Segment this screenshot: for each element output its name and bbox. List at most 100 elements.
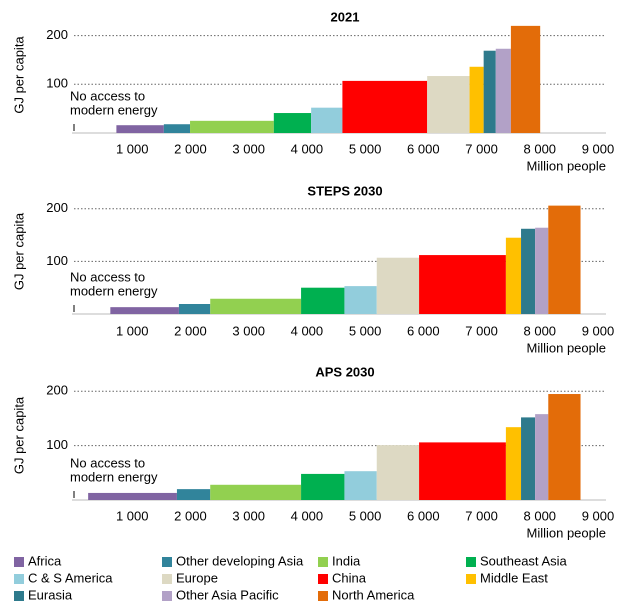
chart-title: STEPS 2030 <box>307 183 382 198</box>
bar <box>535 227 549 314</box>
x-tick-label: 5 000 <box>349 141 382 156</box>
annotation: modern energy <box>70 469 158 484</box>
x-axis-label: Million people <box>527 340 607 355</box>
bar <box>311 107 343 133</box>
bar <box>419 255 506 314</box>
bar <box>521 228 536 314</box>
bar <box>469 66 484 133</box>
legend-label: Eurasia <box>28 587 73 602</box>
x-tick-label: 8 000 <box>524 323 557 338</box>
chart-title: APS 2030 <box>315 364 374 379</box>
y-tick-label: 200 <box>46 200 68 215</box>
x-tick-label: 3 000 <box>232 508 265 523</box>
x-tick-label: 9 000 <box>582 323 615 338</box>
x-tick-label: 4 000 <box>291 508 324 523</box>
legend-label: Southeast Asia <box>480 553 567 568</box>
x-tick-label: 7 000 <box>465 323 498 338</box>
legend-swatch <box>318 557 328 567</box>
legend-label: C & S America <box>28 570 113 585</box>
y-tick-label: 100 <box>46 76 68 91</box>
x-tick-label: 7 000 <box>465 141 498 156</box>
x-tick-label: 1 000 <box>116 141 149 156</box>
annotation: No access to <box>70 269 145 284</box>
bar <box>427 76 470 133</box>
bar <box>210 298 302 314</box>
bar <box>505 427 522 500</box>
legend-label: North America <box>332 587 415 602</box>
bar <box>483 50 496 134</box>
bar <box>376 445 420 500</box>
legend-label: Africa <box>28 553 62 568</box>
x-tick-label: 3 000 <box>232 141 265 156</box>
x-tick-label: 5 000 <box>349 508 382 523</box>
chart-title: 2021 <box>331 9 360 24</box>
bar <box>301 287 345 314</box>
x-tick-label: 3 000 <box>232 323 265 338</box>
annotation: No access to <box>70 88 145 103</box>
x-tick-label: 2 000 <box>174 508 207 523</box>
bar <box>190 120 274 133</box>
legend-swatch <box>14 574 24 584</box>
bar <box>510 25 541 133</box>
y-tick-label: 100 <box>46 437 68 452</box>
x-tick-label: 6 000 <box>407 141 440 156</box>
x-tick-label: 7 000 <box>465 508 498 523</box>
x-tick-label: 1 000 <box>116 323 149 338</box>
bar <box>273 113 312 133</box>
bar <box>210 484 302 500</box>
x-tick-label: 1 000 <box>116 508 149 523</box>
x-tick-label: 8 000 <box>524 508 557 523</box>
annotation: modern energy <box>70 283 158 298</box>
bar <box>548 394 581 500</box>
bar <box>344 471 377 500</box>
y-tick-label: 200 <box>46 383 68 398</box>
legend-label: Middle East <box>480 570 548 585</box>
x-tick-label: 2 000 <box>174 323 207 338</box>
bar <box>163 124 191 133</box>
legend-swatch <box>14 557 24 567</box>
bar <box>301 473 345 500</box>
legend-swatch <box>466 574 476 584</box>
bar <box>344 286 377 314</box>
x-tick-label: 9 000 <box>582 508 615 523</box>
x-tick-label: 9 000 <box>582 141 615 156</box>
legend-swatch <box>466 557 476 567</box>
bar <box>376 257 420 314</box>
x-tick-label: 4 000 <box>291 141 324 156</box>
bar <box>176 489 211 500</box>
x-tick-label: 2 000 <box>174 141 207 156</box>
bar <box>116 125 164 133</box>
x-tick-label: 6 000 <box>407 323 440 338</box>
y-tick-label: 200 <box>46 27 68 42</box>
x-axis-label: Million people <box>527 525 607 540</box>
annotation: No access to <box>70 455 145 470</box>
y-tick-label: 100 <box>46 253 68 268</box>
annotation: modern energy <box>70 102 158 117</box>
bar <box>548 205 581 314</box>
bar <box>521 417 536 500</box>
legend-swatch <box>318 591 328 601</box>
legend-swatch <box>162 591 172 601</box>
x-tick-label: 6 000 <box>407 508 440 523</box>
x-axis-label: Million people <box>527 158 607 173</box>
bar <box>342 80 428 133</box>
legend-label: Europe <box>176 570 218 585</box>
legend-swatch <box>318 574 328 584</box>
legend-swatch <box>162 557 172 567</box>
legend-swatch <box>162 574 172 584</box>
bar <box>110 307 179 314</box>
bar <box>88 492 177 500</box>
bar <box>178 304 211 314</box>
y-axis-label: GJ per capita <box>11 36 26 114</box>
y-axis-label: GJ per capita <box>11 396 26 474</box>
x-tick-label: 8 000 <box>524 141 557 156</box>
bar <box>505 237 522 314</box>
x-tick-label: 4 000 <box>291 323 324 338</box>
legend-label: Other developing Asia <box>176 553 304 568</box>
legend-swatch <box>14 591 24 601</box>
legend-label: India <box>332 553 361 568</box>
y-axis-label: GJ per capita <box>11 212 26 290</box>
bar <box>495 48 511 133</box>
legend-label: Other Asia Pacific <box>176 587 279 602</box>
